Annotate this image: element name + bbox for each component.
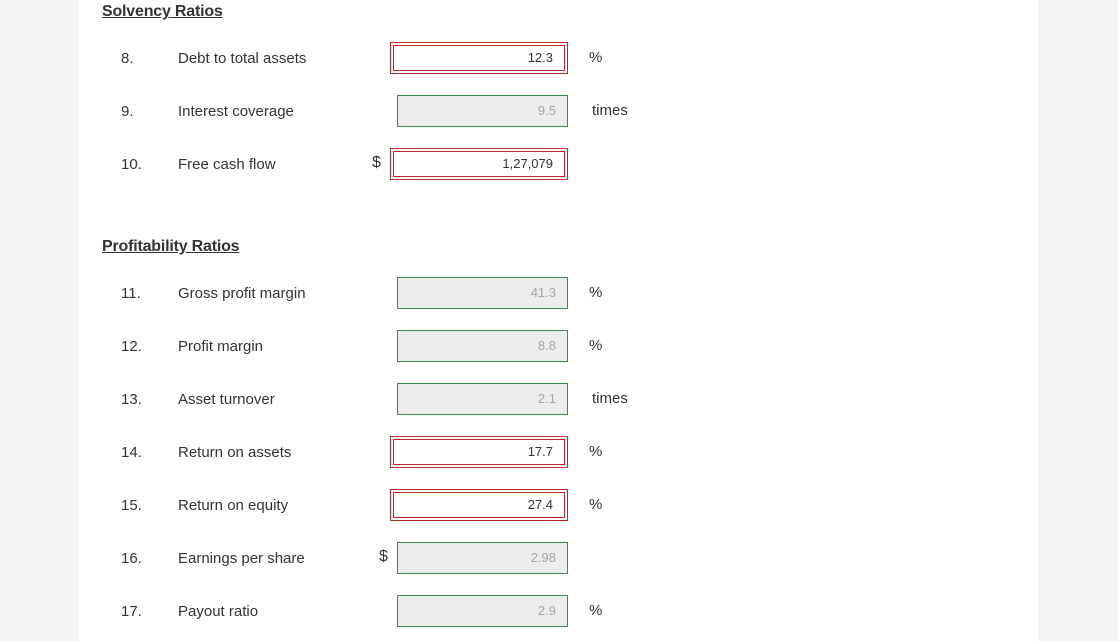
row-number: 8. — [121, 50, 134, 67]
ratio-row-8: 8. Debt to total assets 12.3 % — [0, 42, 1118, 76]
unit-label: % — [589, 443, 603, 460]
ratio-row-10: 10. Free cash flow $ 1,27,079 — [0, 148, 1118, 182]
row-label: Free cash flow — [178, 156, 276, 173]
answer-value: 12.3 — [393, 45, 565, 71]
row-number: 13. — [121, 391, 142, 408]
unit-label: % — [589, 49, 603, 66]
row-label: Interest coverage — [178, 103, 294, 120]
return-on-assets-input[interactable]: 17.7 — [390, 436, 568, 468]
row-label: Asset turnover — [178, 391, 275, 408]
unit-label: % — [589, 284, 603, 301]
row-number: 16. — [121, 550, 142, 567]
free-cash-flow-input[interactable]: 1,27,079 — [390, 148, 568, 180]
ratio-row-14: 14. Return on assets 17.7 % — [0, 436, 1118, 470]
debt-to-total-assets-input[interactable]: 12.3 — [390, 42, 568, 74]
unit-label: % — [589, 337, 603, 354]
row-number: 12. — [121, 338, 142, 355]
ratio-row-17: 17. Payout ratio 2.9 % — [0, 595, 1118, 629]
ratio-row-13: 13. Asset turnover 2.1 times — [0, 383, 1118, 417]
payout-ratio-input[interactable]: 2.9 — [397, 595, 568, 627]
earnings-per-share-input[interactable]: 2.98 — [397, 542, 568, 574]
answer-value: 17.7 — [393, 439, 565, 465]
row-number: 9. — [121, 103, 134, 120]
row-number: 10. — [121, 156, 142, 173]
row-label: Payout ratio — [178, 603, 259, 620]
unit-label: % — [589, 496, 603, 513]
unit-label: times — [592, 390, 628, 407]
row-number: 17. — [121, 603, 142, 620]
row-label: Profit margin — [178, 338, 264, 355]
row-label: Return on assets — [178, 444, 292, 461]
row-number: 14. — [121, 444, 142, 461]
answer-value: 27.4 — [393, 492, 565, 518]
ratio-row-16: 16. Earnings per share $ 2.98 — [0, 542, 1118, 576]
unit-label: % — [589, 602, 603, 619]
row-label: Earnings per share — [178, 550, 305, 567]
row-number: 11. — [121, 285, 141, 302]
asset-turnover-input[interactable]: 2.1 — [397, 383, 568, 415]
ratio-row-12: 12. Profit margin 8.8 % — [0, 330, 1118, 364]
profit-margin-input[interactable]: 8.8 — [397, 330, 568, 362]
row-label: Gross profit margin — [178, 285, 306, 302]
ratio-row-15: 15. Return on equity 27.4 % — [0, 489, 1118, 523]
answer-value: 1,27,079 — [393, 151, 565, 177]
interest-coverage-input[interactable]: 9.5 — [397, 95, 568, 127]
row-label: Debt to total assets — [178, 50, 307, 67]
unit-label: times — [592, 102, 628, 119]
profitability-ratios-heading: Profitability Ratios — [102, 238, 240, 255]
dollar-sign: $ — [372, 154, 381, 171]
row-label: Return on equity — [178, 497, 289, 514]
ratio-row-9: 9. Interest coverage 9.5 times — [0, 95, 1118, 129]
return-on-equity-input[interactable]: 27.4 — [390, 489, 568, 521]
dollar-sign: $ — [379, 548, 388, 565]
gross-profit-margin-input[interactable]: 41.3 — [397, 277, 568, 309]
row-number: 15. — [121, 497, 142, 514]
solvency-ratios-heading: Solvency Ratios — [102, 3, 223, 20]
ratio-row-11: 11. Gross profit margin 41.3 % — [0, 277, 1118, 311]
